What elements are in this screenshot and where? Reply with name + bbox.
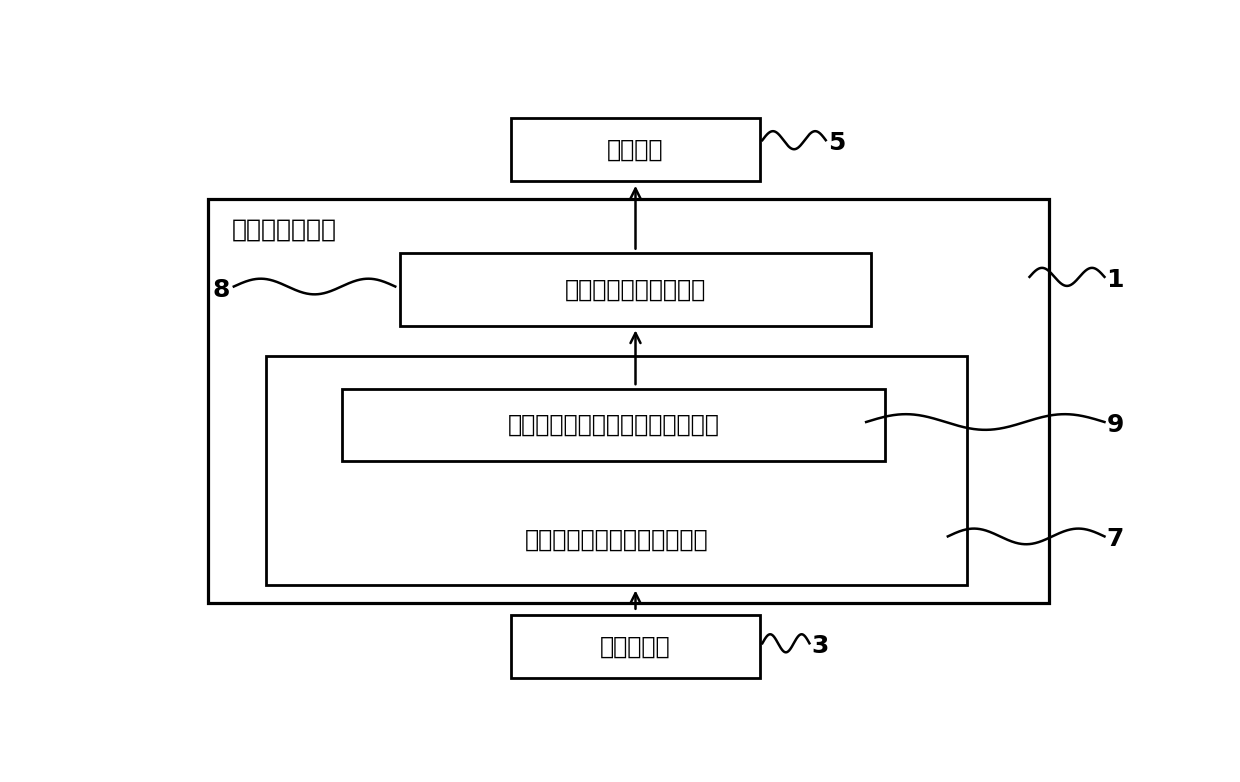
Text: 9: 9: [1106, 413, 1123, 437]
Text: 网络虚拟防火墙访问规则平台: 网络虚拟防火墙访问规则平台: [525, 527, 708, 551]
Bar: [208, 199, 1049, 603]
Text: 7: 7: [1106, 527, 1123, 551]
Bar: [511, 615, 760, 678]
Text: 3: 3: [811, 634, 828, 658]
Text: 网络信息处理发送模块: 网络信息处理发送模块: [565, 278, 706, 302]
Text: 8: 8: [213, 278, 231, 302]
Bar: [265, 356, 967, 585]
Text: 云计算机: 云计算机: [608, 138, 663, 162]
Text: 虚拟交换机: 虚拟交换机: [600, 634, 671, 658]
Text: 网络虚拟防火墙信息验证过滤模块: 网络虚拟防火墙信息验证过滤模块: [508, 413, 719, 437]
Text: 1: 1: [1106, 268, 1123, 292]
Text: 网络虚拟防火墙: 网络虚拟防火墙: [232, 217, 337, 242]
Text: 5: 5: [828, 131, 846, 155]
Bar: [511, 118, 760, 181]
Bar: [342, 389, 885, 461]
Bar: [401, 253, 870, 325]
